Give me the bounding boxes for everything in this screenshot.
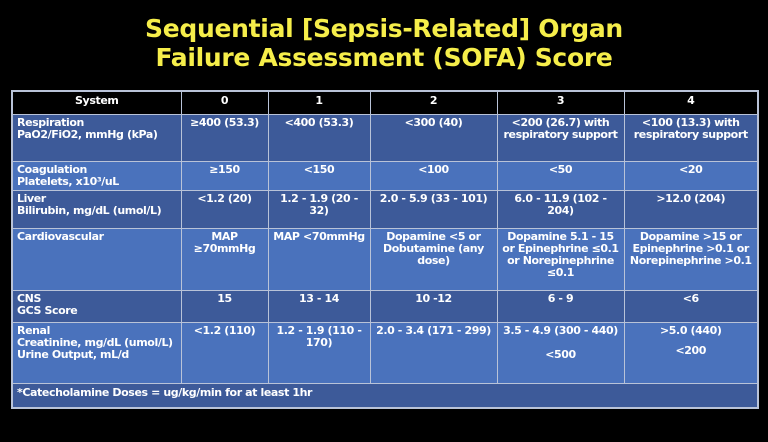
- score-4-cell: >12.0 (204): [623, 190, 759, 229]
- title-line-1: Sequential [Sepsis-Related] Organ: [145, 14, 623, 43]
- score-1-cell: MAP <70mmHg: [267, 228, 371, 291]
- score-0-cell: ≥150: [180, 161, 269, 191]
- table-row-liver: Liver Bilirubin, mg/dL (umol/L) <1.2 (20…: [11, 190, 759, 229]
- header-score-4: 4: [623, 90, 759, 115]
- system-cell: Renal Creatinine, mg/dL (umol/L) Urine O…: [11, 322, 182, 384]
- table-row-cardiovascular: Cardiovascular MAP ≥70mmHg MAP <70mmHg D…: [11, 228, 759, 291]
- system-measure-urine: Urine Output, mL/d: [17, 348, 129, 361]
- table-row-respiration: Respiration PaO2/FiO2, mmHg (kPa) ≥400 (…: [11, 114, 759, 162]
- score-0-cell: <1.2 (110): [180, 322, 269, 384]
- score-3-cell: 3.5 - 4.9 (300 - 440) <500: [496, 322, 625, 384]
- score-3-cell: 6.0 - 11.9 (102 - 204): [496, 190, 625, 229]
- score-2-cell: 2.0 - 3.4 (171 - 299): [369, 322, 498, 384]
- header-score-3: 3: [496, 90, 625, 115]
- header-score-2: 2: [369, 90, 498, 115]
- score-0-cell: <1.2 (20): [180, 190, 269, 229]
- system-cell: Respiration PaO2/FiO2, mmHg (kPa): [11, 114, 182, 162]
- creatinine-value: >5.0 (440): [659, 324, 722, 337]
- score-3-cell: 6 - 9: [496, 290, 625, 323]
- score-2-cell: 2.0 - 5.9 (33 - 101): [369, 190, 498, 229]
- system-measure: GCS Score: [17, 304, 78, 317]
- score-1-cell: <150: [267, 161, 371, 191]
- score-4-cell: >5.0 (440) <200: [623, 322, 759, 384]
- system-measure-creatinine: Creatinine, mg/dL (umol/L): [17, 336, 173, 349]
- score-1-cell: 13 - 14: [267, 290, 371, 323]
- system-name: Coagulation: [17, 163, 87, 176]
- score-4-cell: Dopamine >15 or Epinephrine >0.1 or Nore…: [623, 228, 759, 291]
- score-2-cell: Dopamine <5 or Dobutamine (any dose): [369, 228, 498, 291]
- score-2-cell: <300 (40): [369, 114, 498, 162]
- score-0-cell: MAP ≥70mmHg: [180, 228, 269, 291]
- score-2-cell: <100: [369, 161, 498, 191]
- score-1-cell: <400 (53.3): [267, 114, 371, 162]
- system-measure: Platelets, x10³/uL: [17, 175, 119, 188]
- system-name: Respiration: [17, 116, 84, 129]
- urine-output-value: <500: [545, 348, 576, 361]
- system-measure: PaO2/FiO2, mmHg (kPa): [17, 128, 158, 141]
- footnote: *Catecholamine Doses = ug/kg/min for at …: [11, 383, 759, 409]
- page-title: Sequential [Sepsis-Related] Organ Failur…: [0, 14, 768, 72]
- score-3-cell: <50: [496, 161, 625, 191]
- header-system: System: [11, 90, 182, 115]
- creatinine-value: 3.5 - 4.9 (300 - 440): [503, 324, 618, 337]
- header-score-1: 1: [267, 90, 371, 115]
- system-cell: Coagulation Platelets, x10³/uL: [11, 161, 182, 191]
- system-cell: Liver Bilirubin, mg/dL (umol/L): [11, 190, 182, 229]
- table-row-cns: CNS GCS Score 15 13 - 14 10 -12 6 - 9 <6: [11, 290, 759, 323]
- urine-output-value: <200: [675, 344, 707, 357]
- title-line-2: Failure Assessment (SOFA) Score: [155, 43, 613, 72]
- score-4-cell: <100 (13.3) with respiratory support: [623, 114, 759, 162]
- sofa-score-table: System 0 1 2 3 4 Respiration PaO2/FiO2, …: [11, 90, 759, 409]
- system-cell: CNS GCS Score: [11, 290, 182, 323]
- score-1-cell: 1.2 - 1.9 (110 - 170): [267, 322, 371, 384]
- score-0-cell: ≥400 (53.3): [180, 114, 269, 162]
- system-cell: Cardiovascular: [11, 228, 182, 291]
- score-4-cell: <20: [623, 161, 759, 191]
- table-row-renal: Renal Creatinine, mg/dL (umol/L) Urine O…: [11, 322, 759, 384]
- table-header-row: System 0 1 2 3 4: [11, 90, 759, 115]
- table-footnote-row: *Catecholamine Doses = ug/kg/min for at …: [11, 383, 759, 409]
- table-row-coagulation: Coagulation Platelets, x10³/uL ≥150 <150…: [11, 161, 759, 191]
- system-name: Liver: [17, 192, 46, 205]
- score-4-cell: <6: [623, 290, 759, 323]
- score-0-cell: 15: [180, 290, 269, 323]
- system-name: CNS: [17, 292, 42, 305]
- score-1-cell: 1.2 - 1.9 (20 - 32): [267, 190, 371, 229]
- score-2-cell: 10 -12: [369, 290, 498, 323]
- system-name: Renal: [17, 324, 50, 337]
- system-name: Cardiovascular: [17, 230, 104, 243]
- header-score-0: 0: [180, 90, 269, 115]
- score-3-cell: Dopamine 5.1 - 15 or Epinephrine ≤0.1 or…: [496, 228, 625, 291]
- system-measure: Bilirubin, mg/dL (umol/L): [17, 204, 162, 217]
- score-3-cell: <200 (26.7) with respiratory support: [496, 114, 625, 162]
